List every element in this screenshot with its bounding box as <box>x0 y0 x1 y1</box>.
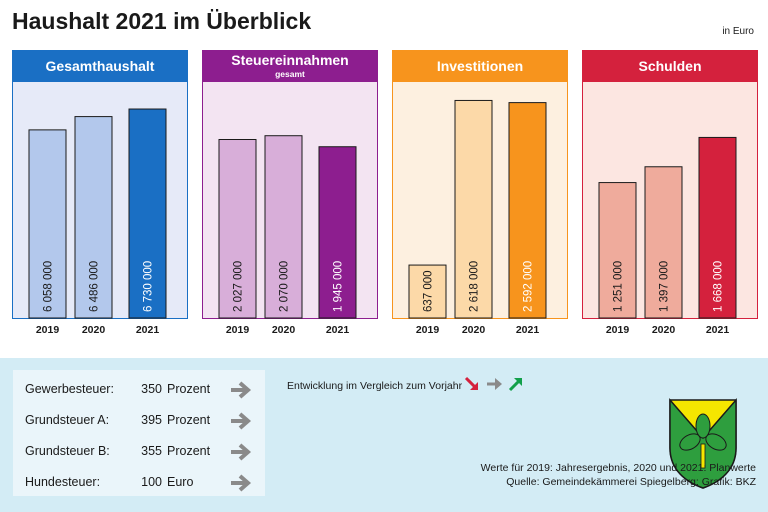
tax-row-grundsteuer-b: Grundsteuer B: 355 Prozent <box>13 442 265 462</box>
bar-value-label: 2 618 000 <box>469 261 481 312</box>
bar-schulden-2019 <box>598 182 637 319</box>
tax-value: 100 <box>141 475 162 489</box>
municipality-coat-of-arms <box>669 398 737 489</box>
x-tick-label: 2019 <box>226 324 250 336</box>
bar-value-label: 2 592 000 <box>523 261 535 312</box>
tax-name: Grundsteuer B: <box>25 444 110 458</box>
tax-value: 395 <box>141 413 162 427</box>
chart-header-steuereinnahmen <box>202 50 378 82</box>
tax-name: Gewerbesteuer: <box>25 382 114 396</box>
x-tick-label: 2020 <box>462 324 486 336</box>
tax-name: Hundesteuer: <box>25 475 101 489</box>
bar-gesamthaushalt-2020 <box>74 116 113 319</box>
up-right-arrow-icon <box>508 378 522 392</box>
charts-area: Gesamthaushalt 6 058 000 2019 6 486 000 2020… <box>12 50 758 336</box>
right-arrow-icon <box>487 378 502 390</box>
chart-header-investitionen <box>392 50 568 82</box>
x-tick-label: 2020 <box>82 324 106 336</box>
tax-unit: Prozent <box>167 444 211 458</box>
tax-value: 350 <box>141 382 162 396</box>
x-tick-label: 2021 <box>326 324 350 336</box>
tax-unit: Prozent <box>167 413 211 427</box>
down-right-arrow-icon <box>464 376 478 390</box>
bar-value-label: 6 486 000 <box>89 261 101 312</box>
x-tick-label: 2019 <box>606 324 630 336</box>
x-tick-label: 2021 <box>516 324 540 336</box>
page-title: Haushalt 2021 im Überblick <box>12 8 312 34</box>
tax-unit: Euro <box>167 475 194 489</box>
right-arrow-icon <box>231 474 252 492</box>
chart-title: Investitionen <box>437 58 523 74</box>
tax-row-gewerbesteuer: Gewerbesteuer: 350 Prozent <box>13 380 265 400</box>
chart-header-gesamthaushalt <box>12 50 188 82</box>
chart-title: Steuereinnahmen <box>231 52 348 68</box>
bar-value-label: 6 058 000 <box>43 261 55 312</box>
right-arrow-icon <box>231 412 252 430</box>
bar-value-label: 2 027 000 <box>233 261 245 312</box>
bar-steuereinnahmen-2019 <box>218 139 257 319</box>
bar-schulden-2021 <box>698 136 737 319</box>
chart-title: Schulden <box>638 58 701 74</box>
bar-schulden-2020 <box>644 166 683 319</box>
bar-gesamthaushalt-2021 <box>128 108 167 319</box>
bar-value-label: 1 397 000 <box>659 261 671 312</box>
x-tick-label: 2019 <box>416 324 440 336</box>
bar-value-label: 2 070 000 <box>279 261 291 312</box>
note-values: Werte für 2019: Jahresergebnis, 2020 und… <box>480 462 756 474</box>
x-tick-label: 2021 <box>136 324 160 336</box>
right-arrow-icon <box>231 381 252 399</box>
info-section: Gewerbesteuer: 350 Prozent Grundsteuer A… <box>0 358 768 512</box>
x-tick-label: 2020 <box>652 324 676 336</box>
chart-title: Gesamthaushalt <box>46 58 155 74</box>
bar-steuereinnahmen-2021 <box>318 146 357 319</box>
bar-investitionen-2021 <box>508 102 547 319</box>
unit-label: in Euro <box>722 26 754 37</box>
right-arrow-icon <box>231 443 252 461</box>
x-tick-label: 2021 <box>706 324 730 336</box>
bar-steuereinnahmen-2020 <box>264 135 303 319</box>
tax-unit: Prozent <box>167 382 211 396</box>
bar-value-label: 637 000 <box>423 270 435 312</box>
tax-name: Grundsteuer A: <box>25 413 110 427</box>
bar-value-label: 1 668 000 <box>713 261 725 312</box>
bar-investitionen-2019 <box>408 264 447 319</box>
chart-header-schulden <box>582 50 758 82</box>
development-legend-text: Entwicklung im Vergleich zum Vorjahr <box>287 380 463 392</box>
bar-value-label: 1 251 000 <box>613 261 625 312</box>
bar-value-label: 1 945 000 <box>333 261 345 312</box>
x-tick-label: 2019 <box>36 324 60 336</box>
x-tick-label: 2020 <box>272 324 296 336</box>
bar-investitionen-2020 <box>454 99 493 319</box>
tax-row-hundesteuer: Hundesteuer: 100 Euro <box>13 473 265 493</box>
tax-value: 355 <box>141 444 162 458</box>
tax-rates-box: Gewerbesteuer: 350 Prozent Grundsteuer A… <box>13 370 265 496</box>
bar-gesamthaushalt-2019 <box>28 129 67 319</box>
chart-subtitle: gesamt <box>275 69 305 79</box>
note-source: Quelle: Gemeindekämmerei Spiegelberg; Gr… <box>506 476 756 488</box>
tax-row-grundsteuer-a: Grundsteuer A: 395 Prozent <box>13 411 265 431</box>
bar-value-label: 6 730 000 <box>143 261 155 312</box>
